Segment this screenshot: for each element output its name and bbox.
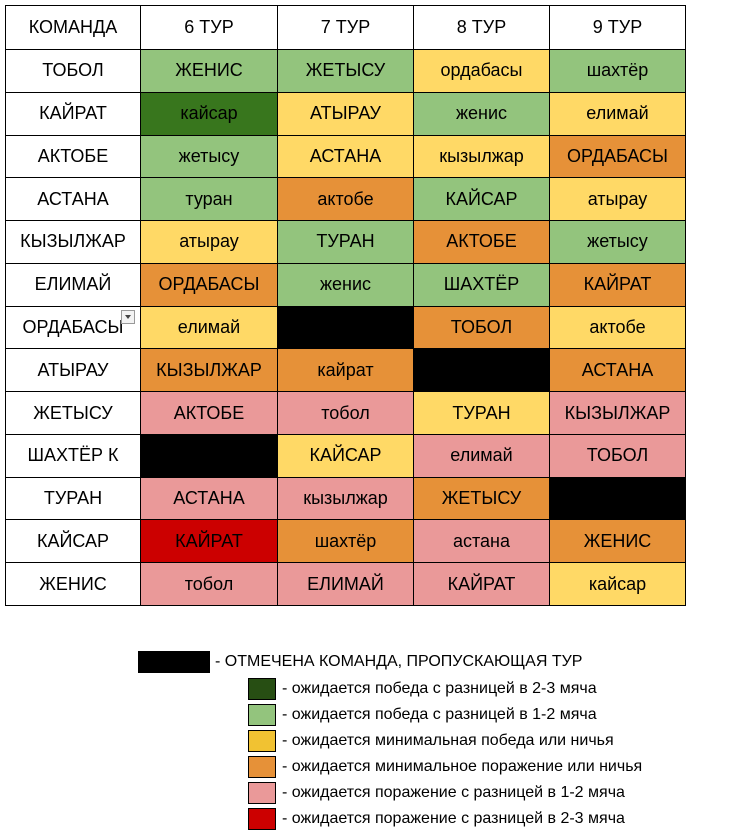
match-cell: ЕЛИМАЙ [277, 562, 414, 606]
header-cell: 8 ТУР [413, 5, 550, 50]
legend-swatch [138, 651, 210, 673]
match-cell: актобе [549, 305, 686, 350]
team-cell: КЫЗЫЛЖАР [5, 220, 141, 264]
match-cell: елимай [549, 91, 686, 136]
match-cell: ТОБОЛ [549, 433, 686, 478]
team-cell: ЖЕТЫСУ [5, 391, 141, 435]
team-cell: АТЫРАУ [5, 348, 141, 393]
legend-text: - ожидается минимальное поражение или ни… [282, 758, 643, 775]
match-cell [549, 476, 686, 521]
match-cell: ШАХТЁР [413, 262, 550, 307]
legend-swatch [248, 782, 276, 804]
team-cell: АКТОБЕ [5, 134, 141, 179]
match-cell: КАЙСАР [413, 177, 550, 222]
legend-text: - ожидается минимальная победа или ничья [282, 732, 614, 749]
legend-text: - ОТМЕЧЕНА КОМАНДА, ПРОПУСКАЮЩАЯ ТУР [215, 653, 583, 670]
team-cell: ЖЕНИС [5, 562, 141, 606]
match-cell: ЖЕНИС [549, 519, 686, 564]
match-cell: КАЙРАТ [413, 562, 550, 606]
match-cell: АКТОБЕ [140, 391, 278, 435]
match-cell: АСТАНА [140, 476, 278, 521]
legend-swatch [248, 808, 276, 830]
match-cell: кайсар [140, 91, 278, 136]
match-cell: КАЙСАР [277, 433, 414, 478]
header-cell: 6 ТУР [140, 5, 278, 50]
match-cell: тобол [277, 391, 414, 435]
match-cell: женис [277, 262, 414, 307]
match-cell: КЫЗЫЛЖАР [549, 391, 686, 435]
match-cell: атырау [140, 220, 278, 264]
match-cell: астана [413, 519, 550, 564]
legend-text: - ожидается поражение с разницей в 2-3 м… [282, 810, 625, 827]
match-cell: АТЫРАУ [277, 91, 414, 136]
match-cell: шахтёр [277, 519, 414, 564]
match-cell: кызылжар [277, 476, 414, 521]
match-cell: ТУРАН [277, 220, 414, 264]
legend-text: - ожидается победа с разницей в 1-2 мяча [282, 706, 597, 723]
match-cell: ЖЕТЫСУ [277, 49, 414, 93]
match-cell [413, 348, 550, 393]
header-cell: 9 ТУР [549, 5, 686, 50]
header-cell: КОМАНДА [5, 5, 141, 50]
legend-text: - ожидается поражение с разницей в 1-2 м… [282, 784, 625, 801]
legend-text: - ожидается победа с разницей в 2-3 мяча [282, 680, 597, 697]
match-cell: АСТАНА [277, 134, 414, 179]
match-cell [277, 305, 414, 350]
match-cell: кайсар [549, 562, 686, 606]
team-cell: ЕЛИМАЙ [5, 262, 141, 307]
legend-swatch [248, 678, 276, 700]
match-cell: КАЙРАТ [549, 262, 686, 307]
header-cell: 7 ТУР [277, 5, 414, 50]
team-cell: ТОБОЛ [5, 49, 141, 93]
team-cell: ТУРАН [5, 476, 141, 521]
legend-swatch [248, 704, 276, 726]
legend-swatch [248, 730, 276, 752]
filter-icon[interactable] [121, 309, 135, 324]
match-cell: шахтёр [549, 49, 686, 93]
match-cell: туран [140, 177, 278, 222]
match-cell: ОРДАБАСЫ [140, 262, 278, 307]
match-cell: ЖЕТЫСУ [413, 476, 550, 521]
match-cell: ордабасы [413, 49, 550, 93]
match-cell: КЫЗЫЛЖАР [140, 348, 278, 393]
match-cell: АКТОБЕ [413, 220, 550, 264]
match-cell: тобол [140, 562, 278, 606]
match-cell: жетысу [140, 134, 278, 179]
match-cell: АСТАНА [549, 348, 686, 393]
match-cell: ЖЕНИС [140, 49, 278, 93]
match-cell: женис [413, 91, 550, 136]
match-cell: актобе [277, 177, 414, 222]
match-cell: елимай [413, 433, 550, 478]
match-cell: елимай [140, 305, 278, 350]
team-cell: КАЙРАТ [5, 91, 141, 136]
match-cell: кайрат [277, 348, 414, 393]
team-cell: КАЙСАР [5, 519, 141, 564]
match-cell: ОРДАБАСЫ [549, 134, 686, 179]
legend-swatch [248, 756, 276, 778]
team-cell: АСТАНА [5, 177, 141, 222]
match-cell: атырау [549, 177, 686, 222]
match-cell [140, 433, 278, 478]
match-cell: ТОБОЛ [413, 305, 550, 350]
match-cell: жетысу [549, 220, 686, 264]
match-cell: кызылжар [413, 134, 550, 179]
team-cell: ШАХТЁР К [5, 433, 141, 478]
match-cell: КАЙРАТ [140, 519, 278, 564]
match-cell: ТУРАН [413, 391, 550, 435]
